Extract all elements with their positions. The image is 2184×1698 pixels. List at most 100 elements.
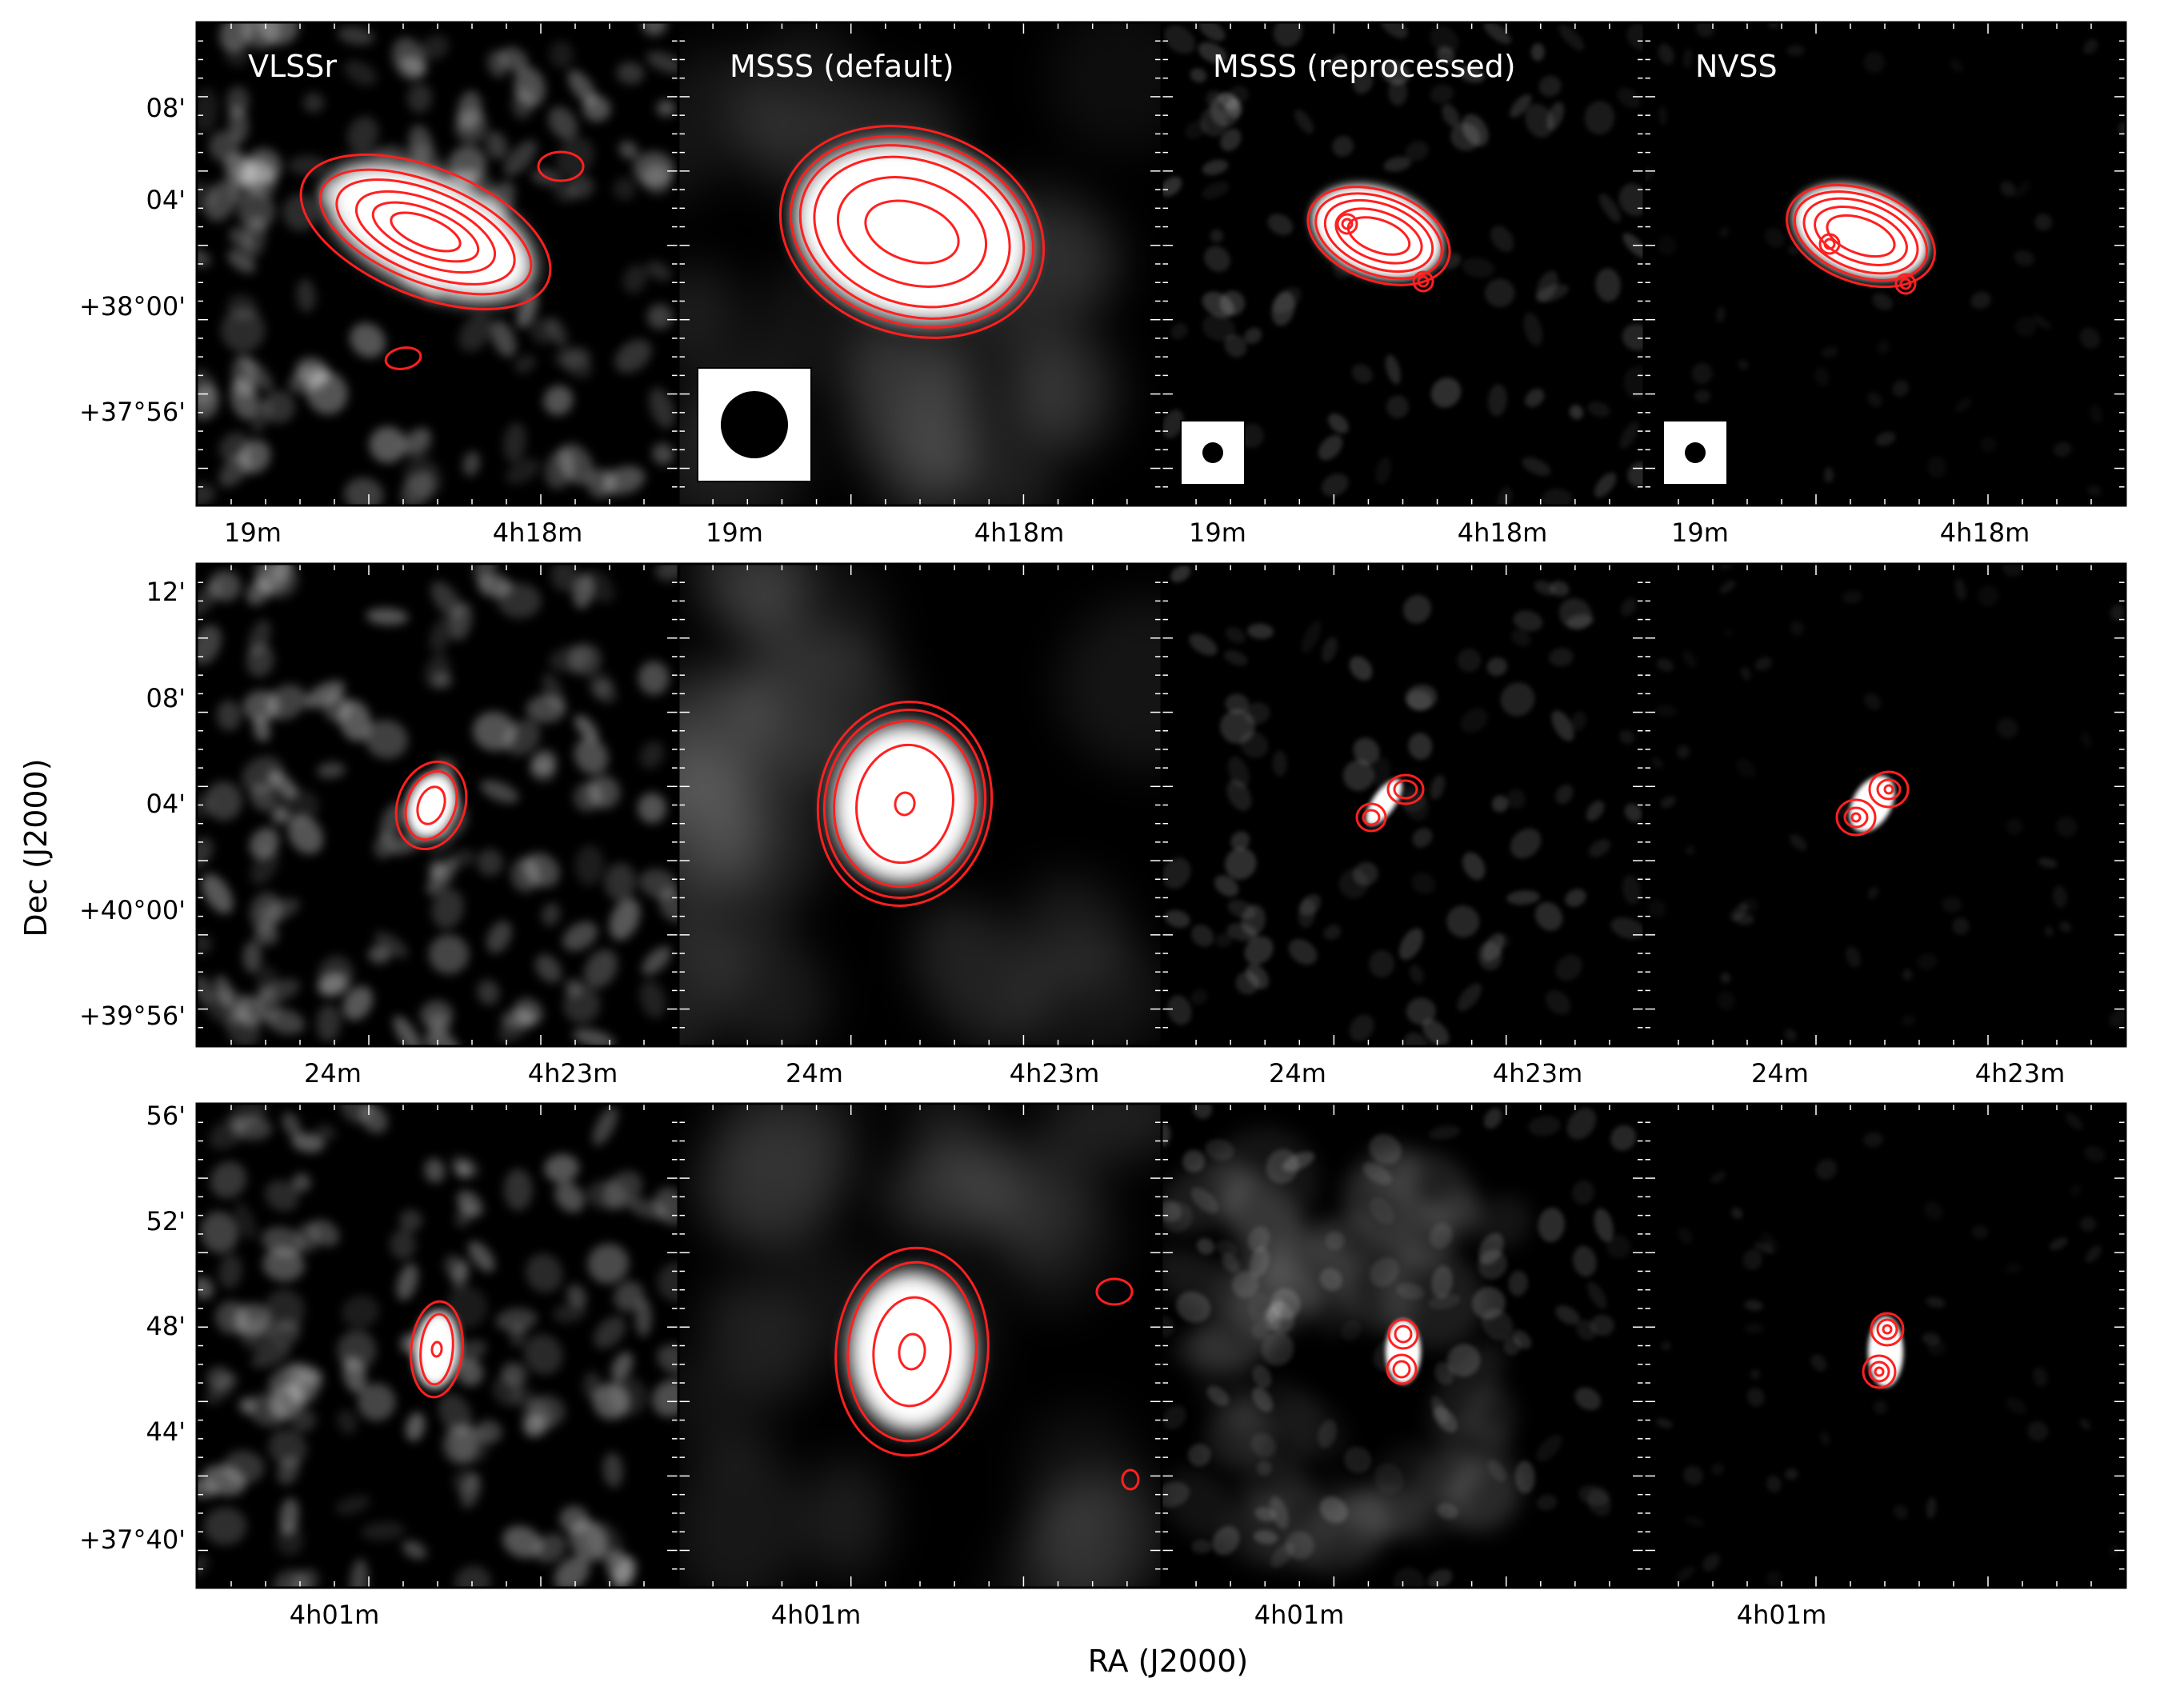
contour-set xyxy=(1121,1468,1140,1491)
panel-vlss: VLSSr 19m 4h18m xyxy=(195,21,680,548)
panel-mssr: 4h01m xyxy=(1160,1102,1646,1630)
contour-set xyxy=(394,760,468,851)
ra-tick-label: 4h23m xyxy=(1493,1058,1583,1089)
source-emission xyxy=(832,724,978,884)
contour-set xyxy=(1336,213,1358,235)
dec-tick-label: 44' xyxy=(146,1416,186,1447)
x-axis-label: RA (J2000) xyxy=(1088,1644,1249,1679)
contour-set xyxy=(1862,1354,1897,1389)
source-emission xyxy=(325,162,534,302)
panel-mssr: MSSS (reprocessed) 19m 4h18m xyxy=(1160,21,1646,548)
figure-row-2: 24m 4h23m 24m 4h23m 24m 4h23m 24m 4h23m 12' 08' 04… xyxy=(79,562,2127,1089)
ra-tick-label: 4h23m xyxy=(1010,1058,1100,1089)
ra-tick-label: 24m xyxy=(1269,1058,1326,1089)
panel-nvss: 4h01m xyxy=(1642,1102,2127,1630)
contour-set xyxy=(1818,233,1841,255)
panel-mssd: 4h01m xyxy=(677,1102,1163,1630)
contour-set xyxy=(1355,802,1387,833)
panel-nvss: NVSS 19m 4h18m xyxy=(1642,21,2127,548)
ra-tick-label: 4h18m xyxy=(1458,517,1548,548)
panel-vlss: 24m 4h23m xyxy=(195,562,680,1089)
dec-tick-label: +38°00' xyxy=(79,291,186,322)
source-emission xyxy=(1366,779,1402,825)
ra-tick-label: 4h01m xyxy=(290,1600,380,1630)
dec-tick-label: 48' xyxy=(146,1311,186,1341)
contour-set xyxy=(816,701,994,907)
dec-tick-label: 52' xyxy=(146,1206,186,1237)
panel-mssd: MSSS (default) 19m 4h18m xyxy=(677,21,1163,548)
dec-tick-label: +40°00' xyxy=(79,895,186,925)
source-emission xyxy=(1868,1316,1903,1387)
figure-row-3: 4h01m 4h01m 4h01m 4h01m 56' 52' 48' 44' +37°40' xyxy=(79,1101,2127,1630)
beam-indicator xyxy=(1180,420,1246,485)
dec-tick-label: +39°56' xyxy=(79,1001,186,1031)
noise-texture xyxy=(1162,565,1644,1046)
panel-mssr: 24m 4h23m xyxy=(1160,562,1646,1089)
panel-label: MSSS (default) xyxy=(730,49,954,84)
noise-texture xyxy=(197,22,678,505)
contour-set xyxy=(1894,273,1917,295)
dec-tick-label: 12' xyxy=(146,577,186,607)
ra-tick-label: 4h23m xyxy=(528,1058,618,1089)
contour-set xyxy=(410,1300,464,1399)
contour-set xyxy=(1387,1318,1419,1350)
contour-set xyxy=(1386,773,1425,805)
ra-tick-label: 4h18m xyxy=(493,517,583,548)
contour-set xyxy=(1835,798,1877,837)
ra-tick-label: 4h18m xyxy=(1940,517,2030,548)
ra-tick-label: 24m xyxy=(786,1058,843,1089)
source-emission xyxy=(850,1272,974,1432)
panel-nvss: 24m 4h23m xyxy=(1642,562,2127,1089)
contour-set xyxy=(1868,770,1910,809)
tick-marks xyxy=(1644,1104,2126,1588)
contour-set xyxy=(1306,186,1451,286)
ra-tick-label: 4h01m xyxy=(1737,1600,1827,1630)
y-axis-label: Dec (J2000) xyxy=(18,758,54,937)
ra-tick-label: 4h23m xyxy=(1975,1058,2066,1089)
beam-indicator xyxy=(1662,420,1728,485)
panel-mssd: 24m 4h23m xyxy=(677,562,1163,1089)
ra-tick-label: 19m xyxy=(1189,517,1246,548)
panel-vlss: 4h01m xyxy=(195,1102,680,1630)
dec-tick-label: +37°40' xyxy=(79,1524,186,1555)
noise-texture xyxy=(1655,1113,2120,1588)
contour-set xyxy=(1870,1312,1905,1347)
panel-label: NVSS xyxy=(1695,49,1778,84)
contour-set xyxy=(778,125,1046,339)
noise-texture xyxy=(197,1104,678,1588)
contour-set xyxy=(1386,1353,1418,1385)
ra-tick-label: 4h01m xyxy=(771,1600,862,1630)
source-emission xyxy=(406,773,457,838)
contour-set xyxy=(299,153,552,311)
panel-label: MSSS (reprocessed) xyxy=(1213,49,1516,84)
ra-tick-label: 4h01m xyxy=(1254,1600,1345,1630)
ra-tick-label: 24m xyxy=(304,1058,362,1089)
dec-tick-label: 08' xyxy=(146,93,186,123)
contour-set xyxy=(537,150,585,182)
ra-tick-label: 19m xyxy=(1671,517,1729,548)
contour-set xyxy=(1412,270,1434,293)
panel-frame xyxy=(1642,562,2127,1048)
dec-tick-label: 56' xyxy=(146,1101,186,1131)
noise-texture xyxy=(1162,1127,1531,1575)
beam-indicator xyxy=(697,367,812,482)
panel-frame xyxy=(1642,21,2127,507)
ra-tick-label: 19m xyxy=(706,517,763,548)
ra-tick-label: 4h18m xyxy=(974,517,1065,548)
dec-tick-label: 04' xyxy=(146,185,186,215)
dec-tick-label: +37°56' xyxy=(79,397,186,427)
panel-frame xyxy=(1642,1102,2127,1589)
panel-label: VLSSr xyxy=(248,49,337,84)
noise-texture xyxy=(678,564,1162,1046)
contour-set xyxy=(834,1246,990,1457)
contour-set xyxy=(1095,1277,1134,1306)
dec-tick-label: 04' xyxy=(146,789,186,819)
contour-set xyxy=(1786,183,1936,289)
ra-tick-label: 19m xyxy=(224,517,282,548)
source-emission xyxy=(794,141,1030,323)
ra-tick-label: 24m xyxy=(1751,1058,1809,1089)
dec-tick-label: 08' xyxy=(146,683,186,713)
contour-set xyxy=(384,346,422,370)
